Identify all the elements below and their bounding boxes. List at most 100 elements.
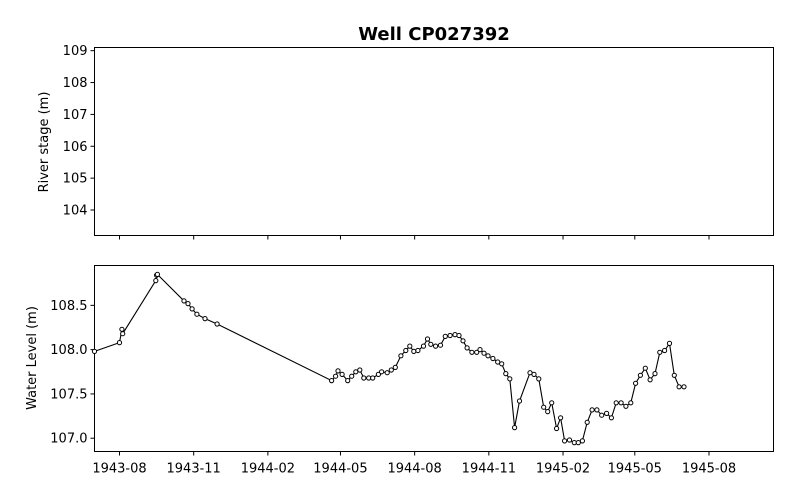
- water-level-point: [507, 376, 513, 382]
- water-level-point: [349, 373, 355, 379]
- water-level-point: [370, 375, 376, 381]
- water-level-point: [541, 404, 547, 410]
- water-level-point: [647, 377, 653, 383]
- y-tick-label: 108: [63, 76, 88, 91]
- water-level-point: [652, 371, 658, 377]
- water-level-point: [671, 372, 677, 378]
- water-level-point: [361, 375, 367, 381]
- water-level-point: [153, 278, 159, 284]
- water-level-point: [628, 400, 634, 406]
- water-level-point: [181, 298, 187, 304]
- water-level-point: [490, 355, 496, 362]
- water-level-point: [329, 378, 335, 384]
- water-level-point: [353, 369, 359, 375]
- water-level-point: [503, 371, 509, 377]
- water-level-point: [584, 419, 590, 425]
- water-level-point: [154, 271, 160, 277]
- water-level-point: [375, 371, 381, 377]
- water-level-point: [411, 348, 417, 354]
- x-tick-label: 1944-08: [387, 462, 441, 477]
- water-level-point: [554, 425, 560, 432]
- water-level-point: [666, 340, 673, 346]
- water-level-point: [637, 372, 644, 378]
- x-tick-label: 1944-11: [462, 462, 516, 477]
- water-level-point: [384, 370, 390, 376]
- y-tick-label: 109: [63, 44, 88, 59]
- water-level-point: [433, 343, 439, 349]
- water-level-point: [415, 347, 421, 354]
- water-level-point: [657, 349, 663, 355]
- x-tick-label: 1945-02: [536, 462, 590, 477]
- water-level-point: [357, 367, 363, 373]
- water-level-point: [447, 332, 453, 339]
- water-level-point: [608, 415, 615, 421]
- water-level-point: [428, 341, 434, 347]
- water-level-point: [589, 407, 595, 413]
- y-tick-label: 105: [63, 172, 88, 187]
- water-level-point: [642, 365, 648, 371]
- top-plot-frame: [94, 47, 774, 236]
- water-level-point: [681, 384, 687, 390]
- water-level-point: [403, 347, 409, 354]
- x-tick-label: 1945-08: [682, 462, 736, 477]
- water-level-point: [613, 400, 619, 406]
- river-stage-panel: River stage (m) 104 105 106 107 108 109: [37, 44, 774, 240]
- water-level-point: [549, 400, 555, 406]
- y-tick-label: 108.0: [50, 343, 87, 358]
- y-tick-label: 108.5: [50, 299, 87, 314]
- top-y-axis-label: River stage (m): [37, 92, 52, 193]
- water-level-point: [120, 331, 126, 337]
- water-level-point: [420, 343, 427, 349]
- water-level-point: [531, 371, 537, 377]
- water-level-point: [662, 347, 668, 354]
- water-level-point: [407, 343, 413, 349]
- water-level-point: [481, 350, 487, 356]
- water-level-point: [460, 338, 466, 344]
- water-level-point: [464, 345, 470, 351]
- water-level-point: [566, 437, 573, 443]
- water-level-point: [398, 353, 404, 359]
- water-level-point: [579, 438, 586, 444]
- x-tick-label: 1943-11: [167, 462, 221, 477]
- water-level-point: [474, 349, 480, 355]
- water-level-point: [558, 415, 564, 421]
- water-level-point: [437, 342, 444, 348]
- water-level-point: [599, 412, 605, 418]
- water-level-point: [345, 378, 351, 384]
- water-level-point: [392, 364, 398, 370]
- water-level-point: [189, 306, 195, 312]
- y-tick-label: 104: [63, 204, 88, 219]
- water-level-point: [333, 373, 339, 379]
- water-level-point: [485, 353, 491, 359]
- water-level-point: [623, 403, 629, 409]
- water-level-panel: Water Level (m) 107.0 107.5 108.0 108.5 1943…: [25, 265, 774, 477]
- x-tick-label: 1943-08: [92, 462, 146, 477]
- water-level-point: [633, 380, 639, 386]
- water-level-point: [379, 369, 385, 375]
- water-level-point: [456, 332, 462, 339]
- water-level-point: [424, 336, 431, 342]
- y-tick-label: 107.5: [50, 387, 87, 402]
- x-tick-label: 1944-05: [313, 462, 367, 477]
- water-level-point: [214, 321, 220, 327]
- chart-title: Well CP027392: [358, 24, 510, 45]
- water-level-point: [119, 326, 125, 332]
- water-level-point: [202, 316, 208, 322]
- water-level-point: [388, 367, 394, 373]
- y-tick-label: 106: [63, 140, 88, 155]
- y-tick-label: 107: [63, 108, 88, 123]
- water-level-point: [499, 361, 505, 367]
- water-level-point: [194, 311, 200, 317]
- water-level-point: [604, 410, 610, 416]
- water-level-point: [536, 376, 542, 382]
- water-level-point: [618, 400, 624, 406]
- water-level-point: [676, 384, 682, 390]
- water-level-point: [442, 333, 448, 339]
- bottom-plot-frame: [94, 265, 774, 452]
- y-tick-label: 107.0: [50, 432, 87, 447]
- water-level-point: [545, 409, 551, 415]
- water-level-point: [512, 425, 518, 431]
- x-tick-label: 1945-05: [608, 462, 662, 477]
